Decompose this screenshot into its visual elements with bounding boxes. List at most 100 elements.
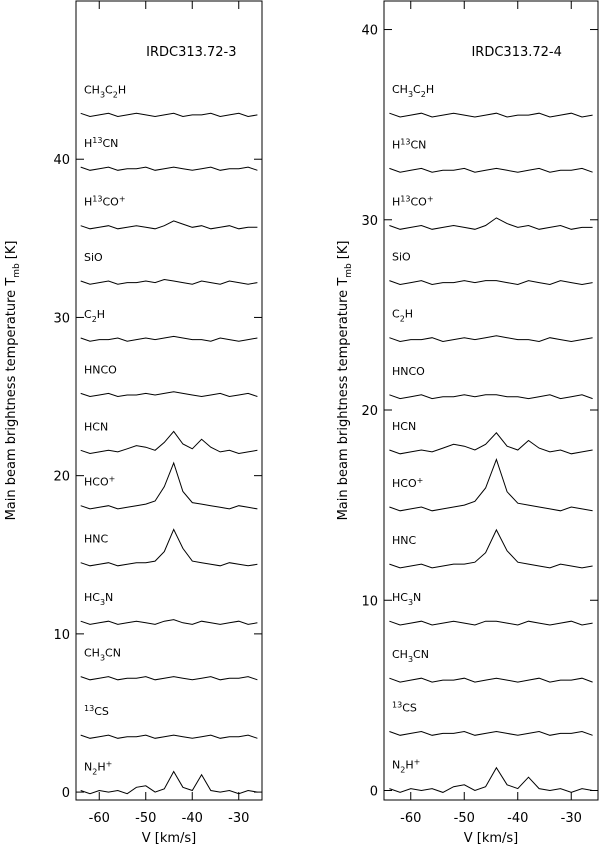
text-segment: HC <box>392 591 408 604</box>
spectrum-label: H13CN <box>84 136 118 150</box>
text-segment: 3 <box>408 90 413 99</box>
x-tick-label: -30 <box>228 811 249 826</box>
spectrum-label: HC3N <box>84 591 113 607</box>
text-segment: 2 <box>400 315 405 324</box>
spectrum-line <box>80 734 258 739</box>
y-tick-label: 40 <box>361 24 378 39</box>
text-segment: 13 <box>92 195 102 204</box>
text-segment: CS <box>402 702 417 715</box>
text-segment: SiO <box>84 251 103 264</box>
panel: -60 -50 -40 -30 0 10 20 30 40 V [km/s] Main beam b… <box>4 0 263 846</box>
spectrum-line <box>80 676 258 681</box>
y-tick-label: 10 <box>361 594 378 609</box>
x-tick-label: -40 <box>507 811 528 826</box>
text-segment: 2 <box>421 90 426 99</box>
x-tick-label: -60 <box>400 811 421 826</box>
y-tick-label: 20 <box>53 470 70 485</box>
text-segment: + <box>414 758 421 767</box>
text-segment: HNC <box>84 533 109 546</box>
spectrum-label: HNCO <box>392 365 425 378</box>
spectrum-line <box>389 112 593 118</box>
spectrum-label: N2H+ <box>84 760 112 777</box>
text-segment: H <box>426 83 434 96</box>
text-segment: CO <box>410 195 427 208</box>
panel-title: IRDC313.72-3 <box>146 45 236 60</box>
spectrum-line <box>80 335 258 342</box>
text-segment: Main beam brightness temperature T <box>336 278 351 521</box>
text-segment: C <box>413 83 421 96</box>
y-tick-label: 20 <box>361 404 378 419</box>
text-segment: + <box>109 475 116 484</box>
spectrum-label: CH3CN <box>392 648 429 664</box>
text-segment: C <box>392 308 400 321</box>
text-segment: Main beam brightness temperature T <box>4 278 19 521</box>
text-segment: HNCO <box>392 365 425 378</box>
spectrum-line <box>80 278 258 285</box>
spectrum-line <box>80 619 258 625</box>
text-segment: HCO <box>392 477 417 490</box>
spectrum-line <box>389 766 593 793</box>
spectrum-label: HCN <box>392 420 416 433</box>
spectrum-label: SiO <box>392 251 411 264</box>
x-tick-label: -60 <box>89 811 110 826</box>
text-segment: C <box>105 83 113 96</box>
y-axis-label: Main beam brightness temperature Tmb [K] <box>4 241 22 521</box>
x-axis-label: V [km/s] <box>464 831 519 846</box>
text-segment: H <box>392 195 400 208</box>
text-segment: 2 <box>92 768 97 777</box>
text-segment: [K] <box>4 241 19 260</box>
text-segment: 13 <box>84 704 94 713</box>
spectrum-line <box>389 620 593 626</box>
text-segment: 3 <box>100 598 105 607</box>
spectrum-label: HNC <box>84 533 109 546</box>
spectrum-label: CH3C2H <box>392 83 434 99</box>
text-segment: C <box>84 308 92 321</box>
text-segment: CH <box>84 83 100 96</box>
text-segment: 2 <box>400 766 405 775</box>
text-segment: + <box>119 195 126 204</box>
text-segment: H <box>84 137 92 150</box>
spectrum-line <box>389 432 593 455</box>
spectrum-label: CH3CN <box>84 647 121 663</box>
text-segment: 2 <box>113 90 118 99</box>
text-segment: 13 <box>392 701 402 710</box>
spectrum-label: C2H <box>392 308 413 324</box>
spectrum-line <box>80 112 258 118</box>
spectrum-label: H13CN <box>392 137 426 151</box>
text-segment: + <box>106 760 113 769</box>
y-tick-label: 30 <box>361 214 378 229</box>
spectrum-line <box>389 458 593 512</box>
spectrum-line <box>80 528 258 567</box>
text-segment: H <box>118 83 126 96</box>
spectrum-label: SiO <box>84 251 103 264</box>
spectrum-label: 13CS <box>84 704 109 718</box>
y-tick-label: 10 <box>53 628 70 643</box>
spectrum-label: C2H <box>84 308 105 324</box>
spectrum-line <box>80 430 258 455</box>
text-segment: CN <box>102 137 118 150</box>
text-segment: 2 <box>92 315 97 324</box>
spectrum-label: N2H+ <box>392 758 420 775</box>
spectrum-label: HCN <box>84 420 108 433</box>
text-segment: 3 <box>408 655 413 664</box>
y-tick-label: 40 <box>53 153 70 168</box>
text-segment: SiO <box>392 251 411 264</box>
spectrum-label: HNCO <box>84 363 117 376</box>
spectrum-label: HNC <box>392 534 417 547</box>
text-segment: CH <box>84 647 100 660</box>
text-segment: CS <box>94 705 109 718</box>
spectrum-line <box>80 461 258 510</box>
panel: -60 -50 -40 -30 0 10 20 30 40 V [km/s] Main beam b… <box>336 0 599 846</box>
spectrum-label: 13CS <box>392 701 417 715</box>
text-segment: 13 <box>92 136 102 145</box>
spectrum-label: CH3C2H <box>84 83 126 99</box>
spectrum-line <box>389 280 593 286</box>
spectrum-line <box>80 770 258 795</box>
y-tick-label: 0 <box>62 786 70 801</box>
text-segment: + <box>427 194 434 203</box>
text-segment: 13 <box>400 194 410 203</box>
text-segment: 13 <box>400 137 410 146</box>
text-segment: mb <box>12 263 22 278</box>
text-segment: N <box>392 759 400 772</box>
